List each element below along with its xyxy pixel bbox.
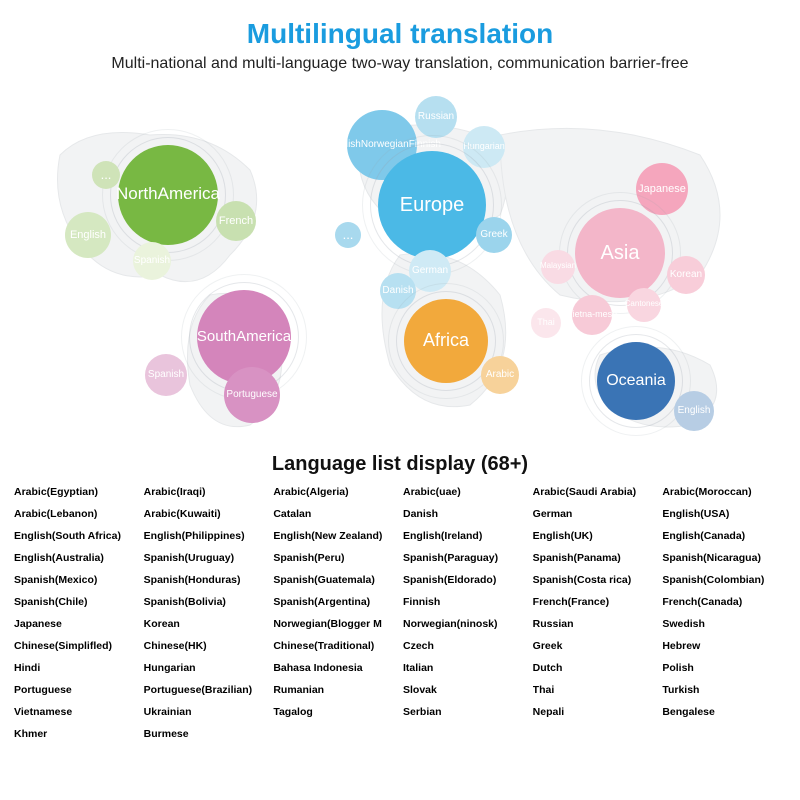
- lang-cell: Arabic(Saudi Arabia): [533, 486, 657, 498]
- lang-cell: Vietnamese: [14, 706, 138, 718]
- bubble-thai: Thai: [531, 308, 561, 338]
- lang-cell: Arabic(Lebanon): [14, 508, 138, 520]
- lang-cell: Russian: [533, 618, 657, 630]
- lang-cell: Spanish(Paraguay): [403, 552, 527, 564]
- lang-cell: Chinese(Simplifled): [14, 640, 138, 652]
- lang-cell: Korean: [144, 618, 268, 630]
- lang-cell: English(South Africa): [14, 530, 138, 542]
- lang-cell: Rumanian: [273, 684, 397, 696]
- bubble-asia: Asia: [575, 208, 665, 298]
- lang-cell: French(Canada): [662, 596, 786, 608]
- lang-cell: English(Canada): [662, 530, 786, 542]
- lang-cell: Spanish(Nicaragua): [662, 552, 786, 564]
- lang-cell: Chinese(HK): [144, 640, 268, 652]
- lang-cell: Japanese: [14, 618, 138, 630]
- lang-cell: [403, 728, 527, 740]
- lang-cell: Bahasa Indonesia: [273, 662, 397, 674]
- lang-cell: Norwegian(Blogger M: [273, 618, 397, 630]
- lang-cell: Spanish(Mexico): [14, 574, 138, 586]
- language-grid: Arabic(Egyptian) Arabic(Iraqi) Arabic(Alge…: [0, 486, 800, 750]
- bubble-malaysian: Malaysian: [541, 250, 575, 284]
- bubble-spanish1: Spanish: [133, 242, 171, 280]
- main-title: Multilingual translation: [0, 0, 800, 50]
- bubble-spanish2: Spanish: [145, 354, 187, 396]
- lang-cell: Danish: [403, 508, 527, 520]
- lang-cell: English(New Zealand): [273, 530, 397, 542]
- lang-cell: Arabic(Kuwaiti): [144, 508, 268, 520]
- lang-cell: Dutch: [533, 662, 657, 674]
- lang-cell: English(Philippines): [144, 530, 268, 542]
- lang-cell: Czech: [403, 640, 527, 652]
- lang-cell: Hindi: [14, 662, 138, 674]
- lang-cell: Arabic(Egyptian): [14, 486, 138, 498]
- lang-cell: Ukrainian: [144, 706, 268, 718]
- lang-cell: Hebrew: [662, 640, 786, 652]
- lang-cell: English(Ireland): [403, 530, 527, 542]
- lang-cell: Arabic(Iraqi): [144, 486, 268, 498]
- bubble-greek: Greek: [476, 217, 512, 253]
- lang-cell: Chinese(Traditional): [273, 640, 397, 652]
- lang-cell: Spanish(Colombian): [662, 574, 786, 586]
- bubble-russian: Russian: [415, 96, 457, 138]
- bubble-french: French: [216, 201, 256, 241]
- bubble-na-dots: ...: [92, 161, 120, 189]
- lang-cell: Finnish: [403, 596, 527, 608]
- language-list-title: Language list display (68+): [0, 453, 800, 476]
- bubble-arabic: Arabic: [481, 356, 519, 394]
- lang-cell: English(Australia): [14, 552, 138, 564]
- map-area: NorthAmerica...EnglishSpanishFrenchSouth…: [0, 75, 800, 445]
- lang-cell: Norwegian(ninosk): [403, 618, 527, 630]
- lang-cell: Slovak: [403, 684, 527, 696]
- lang-cell: Spanish(Chile): [14, 596, 138, 608]
- lang-cell: [533, 728, 657, 740]
- lang-cell: [662, 728, 786, 740]
- lang-cell: Spanish(Guatemala): [273, 574, 397, 586]
- lang-cell: Spanish(Honduras): [144, 574, 268, 586]
- lang-cell: Portuguese: [14, 684, 138, 696]
- bubble-english: English: [65, 212, 111, 258]
- lang-cell: Italian: [403, 662, 527, 674]
- lang-cell: Burmese: [144, 728, 268, 740]
- bubble-portuguese: Portuguese: [224, 367, 280, 423]
- lang-cell: Arabic(Algeria): [273, 486, 397, 498]
- bubble-africa: Africa: [404, 299, 488, 383]
- lang-cell: English(USA): [662, 508, 786, 520]
- lang-cell: Spanish(Panama): [533, 552, 657, 564]
- lang-cell: Spanish(Costa rica): [533, 574, 657, 586]
- lang-cell: Turkish: [662, 684, 786, 696]
- lang-cell: German: [533, 508, 657, 520]
- lang-cell: Greek: [533, 640, 657, 652]
- subtitle: Multi-national and multi-language two-wa…: [0, 50, 800, 75]
- lang-cell: Spanish(Uruguay): [144, 552, 268, 564]
- lang-cell: Spanish(Bolivia): [144, 596, 268, 608]
- bubble-vietnamese: Vietna-mese: [572, 295, 612, 335]
- lang-cell: Spanish(Argentina): [273, 596, 397, 608]
- lang-cell: French(France): [533, 596, 657, 608]
- lang-cell: Thai: [533, 684, 657, 696]
- lang-cell: Nepali: [533, 706, 657, 718]
- lang-cell: [273, 728, 397, 740]
- bubble-europe: Europe: [378, 151, 486, 259]
- lang-cell: Spanish(Eldorado): [403, 574, 527, 586]
- bubble-cantonese: Cantonese: [627, 288, 661, 322]
- lang-cell: Khmer: [14, 728, 138, 740]
- bubble-english2: English: [674, 391, 714, 431]
- lang-cell: Swedish: [662, 618, 786, 630]
- lang-cell: English(UK): [533, 530, 657, 542]
- lang-cell: Bengalese: [662, 706, 786, 718]
- lang-cell: Arabic(uae): [403, 486, 527, 498]
- bubble-eu-dots: ...: [335, 222, 361, 248]
- lang-cell: Arabic(Moroccan): [662, 486, 786, 498]
- lang-cell: Hungarian: [144, 662, 268, 674]
- lang-cell: Polish: [662, 662, 786, 674]
- bubble-north-america: NorthAmerica: [118, 145, 218, 245]
- lang-cell: Tagalog: [273, 706, 397, 718]
- lang-cell: Serbian: [403, 706, 527, 718]
- lang-cell: Portuguese(Brazilian): [144, 684, 268, 696]
- bubble-korean: Korean: [667, 256, 705, 294]
- lang-cell: Catalan: [273, 508, 397, 520]
- bubble-oceania: Oceania: [597, 342, 675, 420]
- lang-cell: Spanish(Peru): [273, 552, 397, 564]
